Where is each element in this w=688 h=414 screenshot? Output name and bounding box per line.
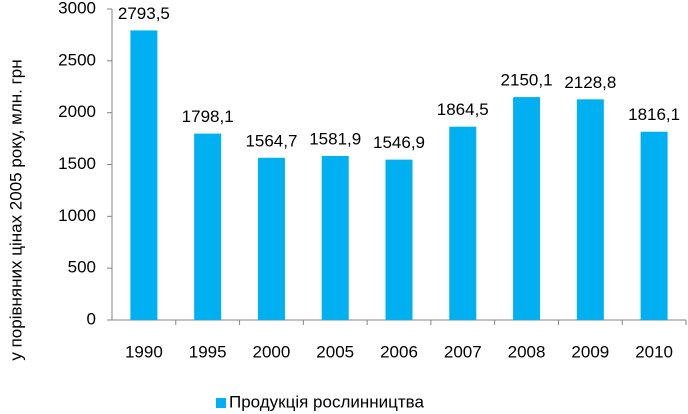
y-axis-label: у порівняних цінах 2005 року, млн. грн	[6, 59, 25, 360]
x-tick-label: 2000	[253, 342, 291, 361]
y-tick-label: 1500	[58, 154, 96, 173]
bar	[576, 99, 604, 321]
x-tick-label: 2006	[380, 342, 418, 361]
bar	[257, 157, 285, 320]
bar	[194, 133, 222, 320]
legend-swatch	[216, 398, 226, 408]
y-tick-label: 2500	[58, 50, 96, 69]
x-tick-label: 2010	[635, 342, 673, 361]
x-tick-label: 2005	[316, 342, 354, 361]
x-tick-label: 2008	[508, 342, 546, 361]
x-tick-label: 2009	[571, 342, 609, 361]
data-label: 1798,1	[182, 107, 234, 126]
data-label: 1581,9	[309, 129, 361, 148]
bar	[321, 156, 349, 320]
data-label: 1864,5	[437, 100, 489, 119]
bar	[513, 97, 541, 321]
data-label: 1564,7	[245, 131, 297, 150]
y-tick-label: 500	[68, 258, 96, 277]
y-tick-label: 1000	[58, 206, 96, 225]
y-tick-label: 3000	[58, 0, 96, 17]
x-tick-label: 1995	[189, 342, 227, 361]
bar	[640, 131, 668, 320]
data-label: 2150,1	[501, 71, 553, 90]
x-tick-label: 1990	[125, 342, 163, 361]
x-tick-label: 2007	[444, 342, 482, 361]
data-label: 1546,9	[373, 133, 425, 152]
bar	[449, 126, 477, 320]
data-label: 2793,5	[118, 4, 170, 23]
bar	[130, 30, 158, 321]
data-label: 2128,8	[564, 73, 616, 92]
bar	[385, 159, 413, 320]
y-tick-label: 2000	[58, 102, 96, 121]
legend-label: Продукція рослинництва	[229, 392, 425, 411]
y-tick-label: 0	[87, 309, 96, 328]
data-label: 1816,1	[628, 105, 680, 124]
